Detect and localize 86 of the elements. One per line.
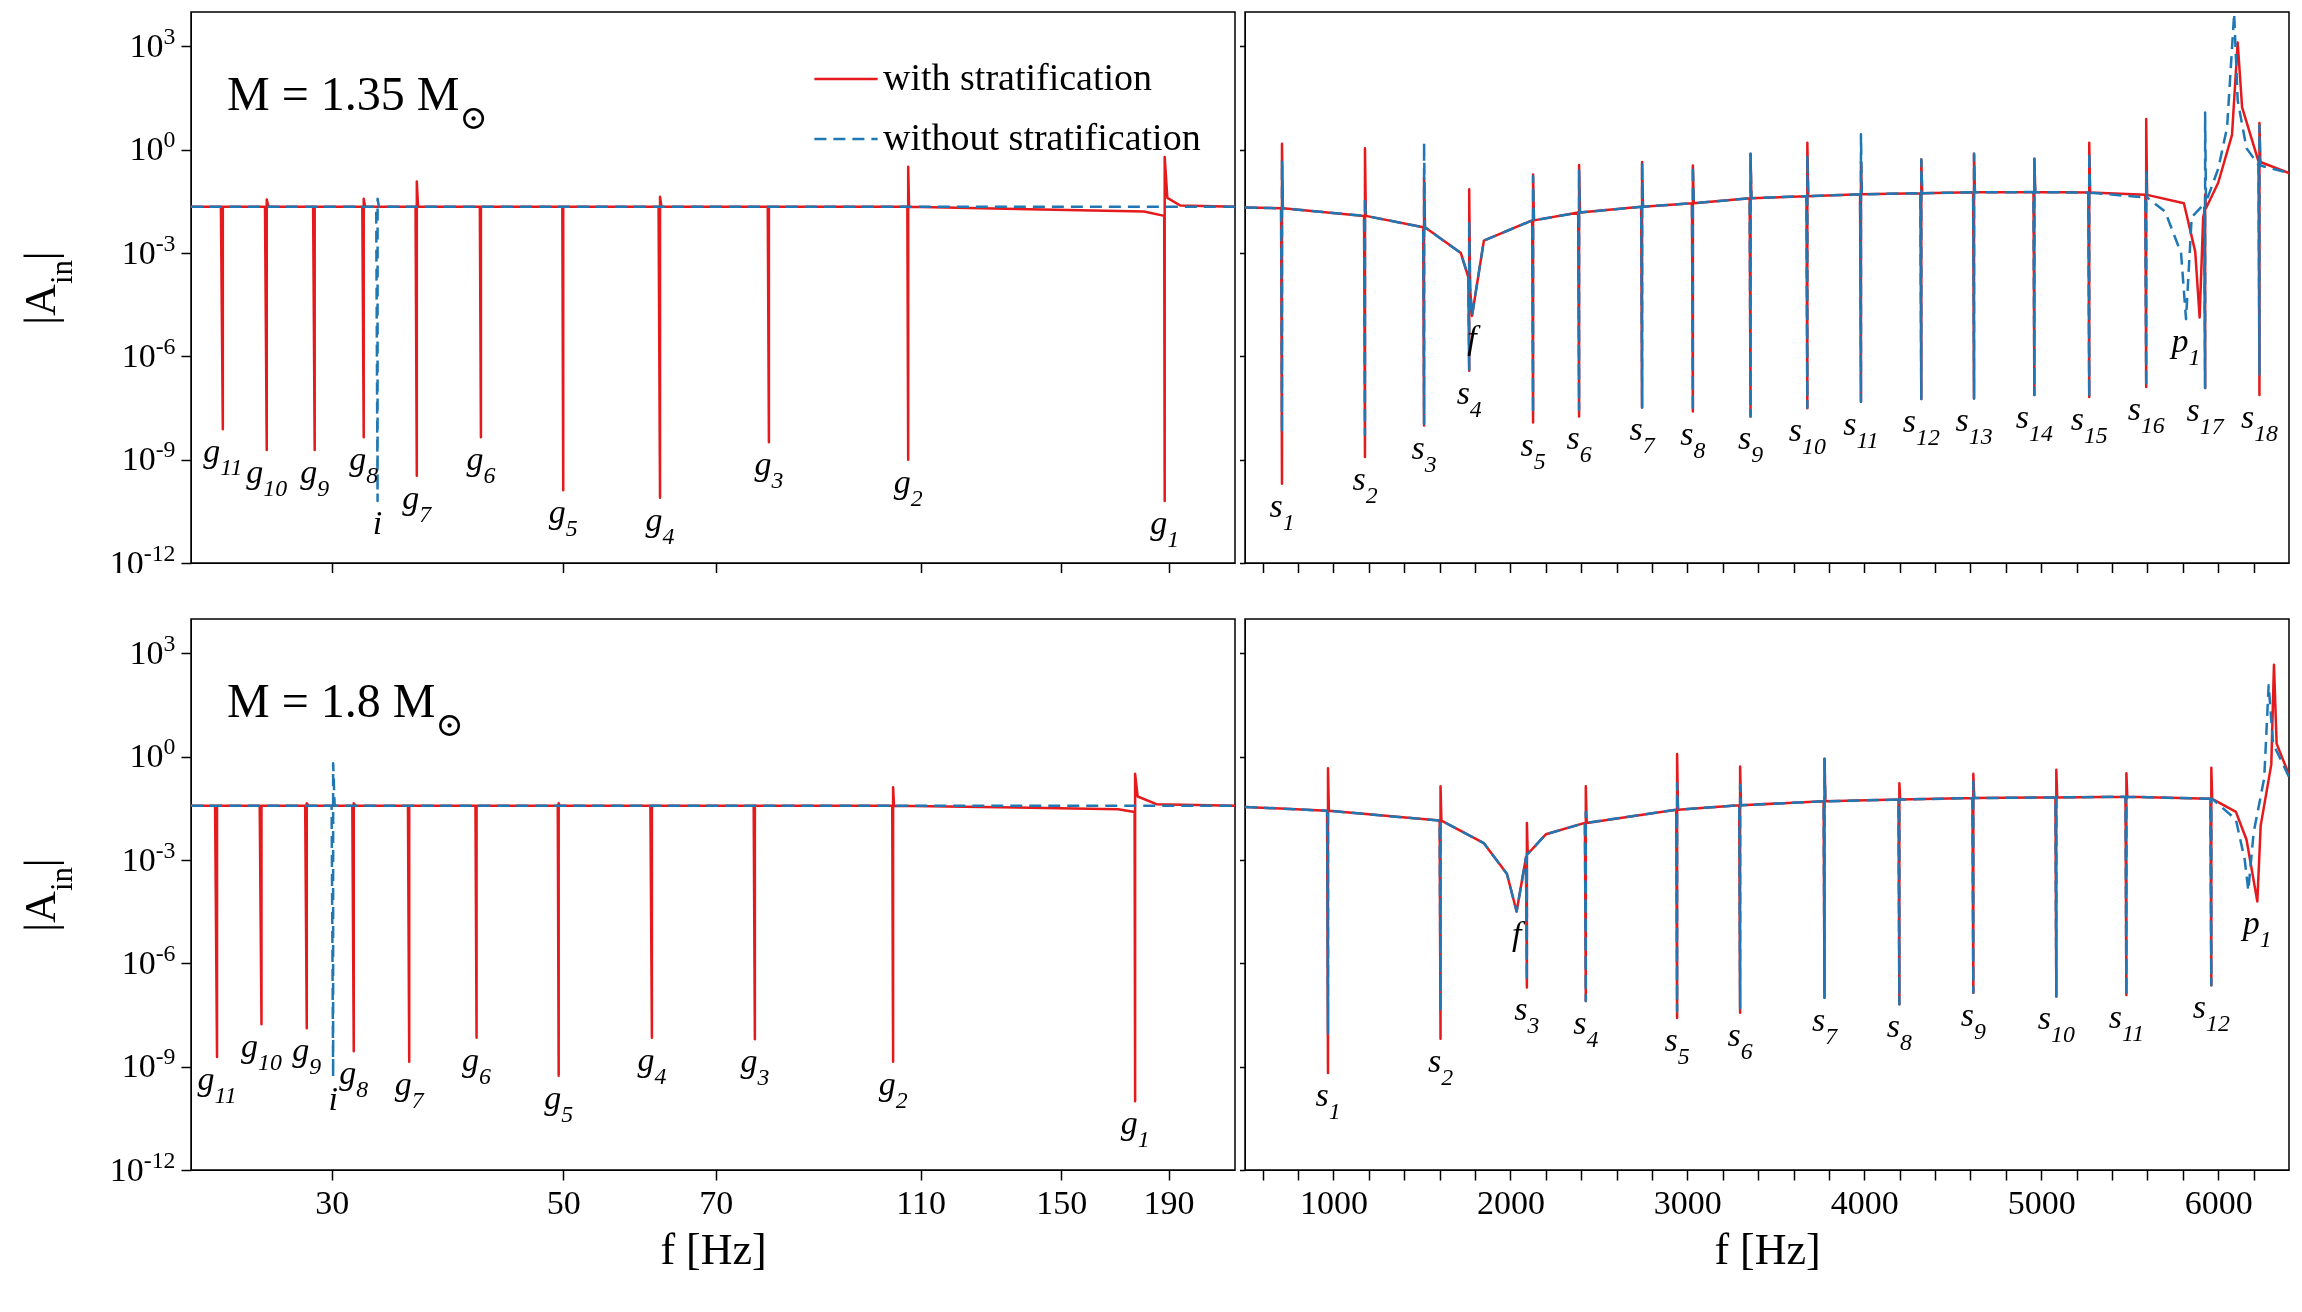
annotation: M = 1.35 M$_{⊙}$: [227, 67, 488, 136]
legend-label: with stratification: [883, 56, 1153, 98]
annotation: s$_{4}$: [1456, 373, 1482, 422]
annotation: s$_{8}$: [1886, 1007, 1913, 1056]
annotation: g$_{2}$: [893, 462, 923, 511]
annotation: g$_{11}$: [197, 1060, 237, 1109]
x-tick-label: 1000: [1299, 1183, 1368, 1221]
annotation: s$_{8}$: [1680, 414, 1706, 463]
annotation: s$_{1}$: [1269, 486, 1295, 535]
annotation: s$_{13}$: [1955, 401, 1993, 450]
x-axis-title: f [Hz]: [1714, 1224, 1821, 1274]
y-tick-label: 10$^{3}$: [129, 22, 176, 64]
annotation: g$_{1}$: [1120, 1104, 1150, 1153]
x-tick-label: 6000: [2184, 1183, 2253, 1221]
x-tick-label: 3000: [1653, 1183, 1722, 1221]
annotation: p$_{1}$: [2169, 322, 2201, 371]
legend-label: without stratification: [883, 116, 1201, 158]
x-tick-label: 2000: [1476, 1183, 1545, 1221]
annotation: s$_{4}$: [1573, 1003, 1599, 1052]
annotation: s$_{2}$: [1427, 1041, 1454, 1090]
annotation: i: [372, 504, 383, 542]
annotation: s$_{12}$: [2192, 988, 2230, 1037]
y-tick-label: 10$^{0}$: [129, 126, 176, 168]
y-tick-label: 10$^{-9}$: [121, 1043, 176, 1085]
annotation: s$_{11}$: [1843, 404, 1879, 453]
annotation: s$_{18}$: [2240, 397, 2279, 446]
annotation: s$_{10}$: [2037, 999, 2075, 1048]
annotation: s$_{6}$: [1566, 419, 1592, 468]
annotation: s$_{16}$: [2127, 389, 2165, 438]
x-tick-label: 30: [315, 1183, 350, 1221]
annotation: g$_{1}$: [1150, 504, 1180, 553]
annotation: s$_{5}$: [1664, 1020, 1690, 1069]
x-axis-title: f [Hz]: [660, 1224, 767, 1274]
y-tick-label: 10$^{3}$: [129, 629, 176, 671]
y-tick-label: 10$^{-12}$: [109, 1146, 176, 1188]
annotation: s$_{9}$: [1960, 995, 1986, 1044]
annotation: i: [328, 1080, 338, 1118]
x-tick-label: 5000: [2007, 1183, 2076, 1221]
annotation: s$_{1}$: [1315, 1075, 1341, 1124]
annotation: M = 1.8 M$_{⊙}$: [227, 674, 464, 743]
annotation: s$_{17}$: [2186, 391, 2225, 440]
annotation: g$_{9}$: [300, 453, 330, 502]
annotation: s$_{3}$: [1411, 428, 1437, 477]
annotation: s$_{10}$: [1788, 411, 1826, 460]
annotation: s$_{15}$: [2070, 400, 2108, 449]
annotation: s$_{14}$: [2015, 397, 2053, 446]
annotation: g$_{11}$: [203, 432, 243, 481]
y-tick-label: 10$^{-3}$: [121, 229, 176, 271]
x-tick-label: 70: [699, 1183, 734, 1221]
x-tick-label: 150: [1036, 1183, 1088, 1221]
y-tick-label: 10$^{-9}$: [121, 436, 176, 478]
annotation: p$_{1}$: [2240, 904, 2272, 953]
annotation: g$_{6}$: [462, 1040, 492, 1089]
x-tick-label: 4000: [1830, 1183, 1899, 1221]
annotation: g$_{8}$: [339, 1054, 369, 1103]
y-tick-label: 10$^{-6}$: [121, 939, 176, 981]
x-tick-label: 50: [546, 1183, 581, 1221]
annotation: g$_{4}$: [637, 1040, 667, 1089]
annotation: g$_{5}$: [544, 1078, 574, 1127]
annotation: g$_{8}$: [349, 440, 379, 489]
annotation: g$_{7}$: [402, 478, 433, 527]
annotation: g$_{3}$: [754, 445, 784, 494]
y-tick-label: 10$^{-3}$: [121, 836, 176, 878]
annotation: g$_{7}$: [394, 1064, 425, 1113]
annotation: g$_{4}$: [645, 500, 675, 549]
annotation: s$_{7}$: [1811, 1000, 1839, 1049]
annotation: s$_{7}$: [1629, 410, 1656, 459]
annotation: g$_{10}$: [241, 1027, 282, 1076]
annotation: g$_{9}$: [292, 1031, 322, 1080]
annotation: f: [1511, 914, 1526, 952]
x-tick-label: 110: [896, 1183, 947, 1221]
annotation: s$_{11}$: [2108, 998, 2145, 1047]
annotation: g$_{2}$: [878, 1064, 908, 1113]
y-tick-label: 10$^{-6}$: [121, 332, 176, 374]
annotation: s$_{2}$: [1352, 459, 1378, 508]
annotation: g$_{3}$: [740, 1042, 770, 1091]
annotation: s$_{9}$: [1737, 419, 1764, 468]
annotation: s$_{6}$: [1727, 1015, 1753, 1064]
annotation: s$_{3}$: [1514, 990, 1540, 1039]
annotation: g$_{6}$: [466, 440, 496, 489]
x-tick-label: 190: [1143, 1183, 1195, 1221]
annotation: g$_{10}$: [246, 453, 288, 502]
annotation: g$_{5}$: [548, 493, 578, 542]
annotation: s$_{12}$: [1902, 401, 1940, 450]
y-tick-label: 10$^{0}$: [129, 733, 176, 775]
annotation: s$_{5}$: [1520, 425, 1546, 474]
